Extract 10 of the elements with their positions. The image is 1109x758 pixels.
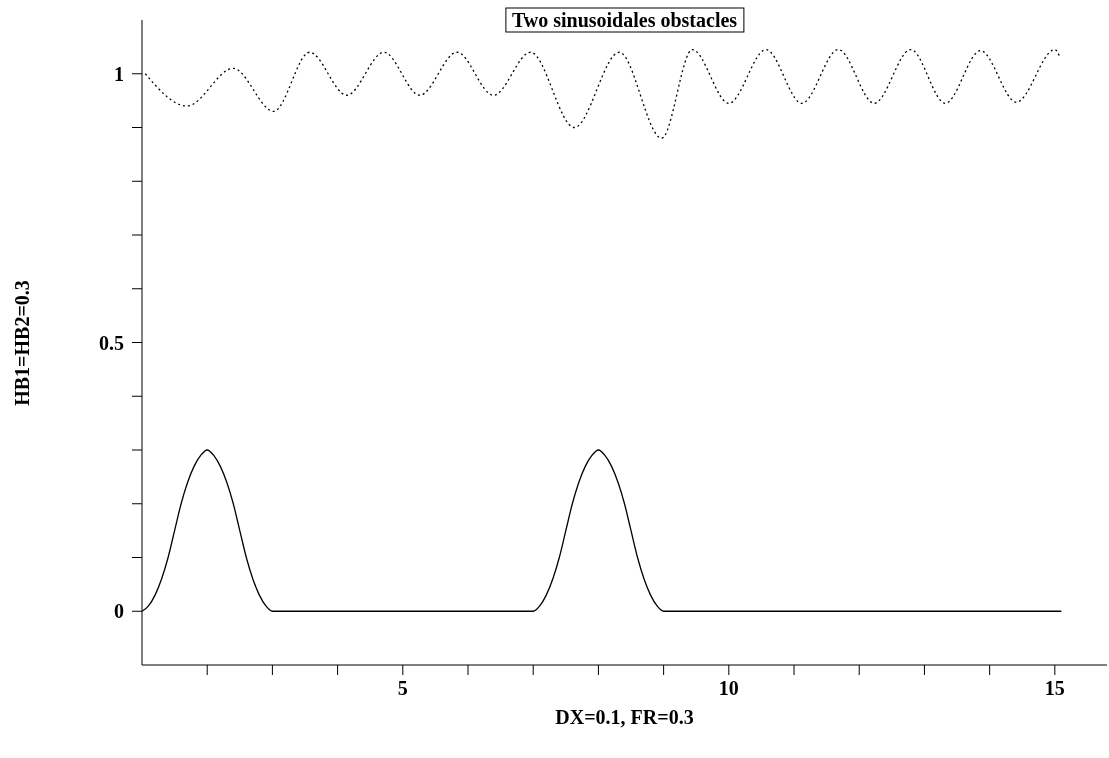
x-tick-label: 15 bbox=[1044, 677, 1065, 700]
line-series bbox=[144, 48, 1061, 139]
x-tick-label: 5 bbox=[397, 677, 408, 700]
y-tick-label: 0 bbox=[114, 600, 124, 623]
y-tick-label: 1 bbox=[114, 62, 124, 85]
y-axis-title: HB1=HB2=0.3 bbox=[10, 279, 34, 406]
y-tick-label: 0.5 bbox=[99, 331, 124, 354]
x-tick-label: 10 bbox=[718, 677, 739, 700]
x-axis-title: DX=0.1, FR=0.3 bbox=[555, 706, 694, 729]
chart-title: Two sinusoidales obstacles bbox=[504, 7, 745, 33]
